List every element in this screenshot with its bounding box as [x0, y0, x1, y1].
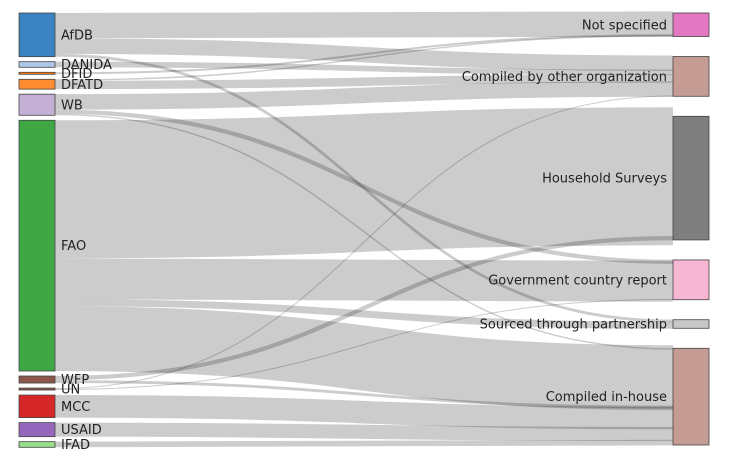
node-usaid[interactable] — [18, 422, 56, 438]
link-un-to-gov_report — [54, 298, 674, 391]
link-ifad-to-in_house — [54, 439, 674, 448]
label-partnership: Sourced through partnership — [480, 318, 667, 333]
label-danida: DANIDA — [61, 58, 112, 73]
node-un[interactable] — [18, 387, 56, 391]
link-wfp-to-in_house — [54, 380, 674, 409]
label-fao: FAO — [61, 239, 86, 254]
node-dfid[interactable] — [18, 71, 56, 75]
sankey-nodes — [18, 12, 710, 448]
label-dfatd: DFATD — [61, 78, 103, 93]
node-ifad[interactable] — [18, 441, 56, 448]
link-wb-to-gov_report — [54, 109, 674, 264]
link-fao-to-partnership — [54, 299, 674, 329]
node-mcc[interactable] — [18, 394, 56, 418]
label-mcc: MCC — [61, 400, 90, 415]
label-wfp: WFP — [61, 373, 89, 388]
node-household[interactable] — [672, 115, 710, 241]
label-afdb: AfDB — [61, 28, 93, 43]
link-wb-to-other_org — [54, 81, 674, 110]
node-danida[interactable] — [18, 61, 56, 68]
link-fao-to-gov_report — [54, 258, 674, 302]
link-afdb-to-other_org — [54, 38, 674, 71]
label-other_org: Compiled by other organization — [462, 70, 667, 85]
node-other_org[interactable] — [672, 56, 710, 97]
link-usaid-to-in_house — [54, 422, 674, 442]
link-wb-to-in_house — [54, 113, 674, 350]
node-wb[interactable] — [18, 93, 56, 116]
label-wb: WB — [61, 98, 83, 113]
link-dfatd-to-other_org — [54, 74, 674, 90]
sankey-links — [54, 11, 674, 448]
label-ifad: IFAD — [61, 438, 90, 453]
link-danida-to-other_org — [54, 61, 674, 76]
link-dfid-to-not_specified — [54, 34, 674, 75]
link-fao-to-in_house — [54, 306, 674, 411]
label-usaid: USAID — [61, 423, 102, 438]
label-gov_report: Government country report — [488, 273, 667, 288]
node-afdb[interactable] — [18, 12, 56, 58]
label-un: UN — [61, 383, 80, 398]
link-dfatd-to-not_specified — [54, 35, 674, 81]
node-gov_report[interactable] — [672, 259, 710, 301]
label-dfid: DFID — [61, 67, 92, 82]
node-partnership[interactable] — [672, 319, 710, 329]
link-afdb-to-not_specified — [54, 11, 674, 39]
link-mcc-to-in_house — [54, 395, 674, 430]
node-not_specified[interactable] — [672, 12, 710, 37]
label-not_specified: Not specified — [582, 18, 667, 33]
label-household: Household Surveys — [542, 172, 667, 187]
node-in_house[interactable] — [672, 347, 710, 446]
link-fao-to-household — [54, 107, 674, 259]
link-un-to-other_org — [54, 95, 674, 390]
link-afdb-to-partnership — [54, 53, 674, 323]
node-dfatd[interactable] — [18, 78, 56, 90]
node-wfp[interactable] — [18, 375, 56, 384]
link-wfp-to-household — [54, 235, 674, 381]
label-in_house: Compiled in-house — [546, 390, 667, 405]
node-fao[interactable] — [18, 119, 56, 372]
